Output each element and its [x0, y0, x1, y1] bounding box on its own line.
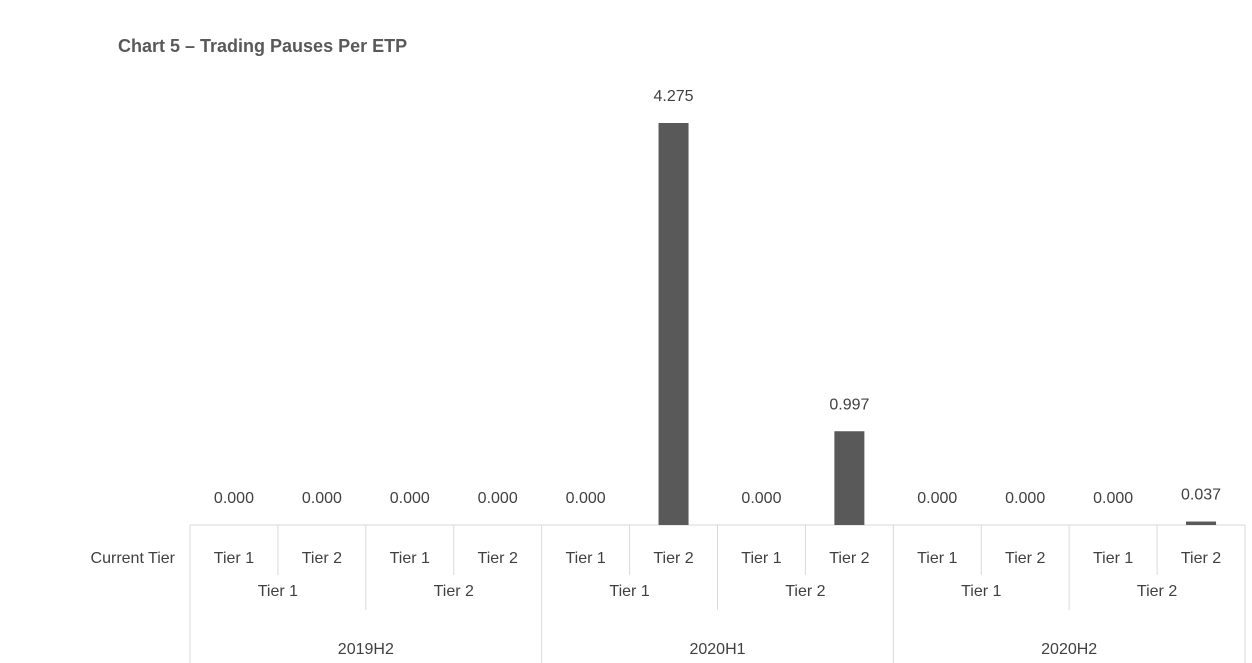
group-label: Tier 1 [961, 583, 1001, 600]
x-tick-label: Tier 1 [390, 550, 430, 567]
data-label: 0.037 [1181, 487, 1221, 504]
x-tick-label: Tier 1 [917, 550, 957, 567]
data-label: 0.000 [741, 490, 781, 507]
x-tick-label: Tier 2 [653, 550, 693, 567]
data-label: 0.000 [390, 490, 430, 507]
chart-title: Chart 5 – Trading Pauses Per ETP [118, 36, 407, 56]
bar [834, 431, 865, 525]
x-tick-label: Tier 2 [829, 550, 869, 567]
x-tick-label: Tier 2 [1005, 550, 1045, 567]
x-tick-label: Tier 2 [478, 550, 518, 567]
group-label: Tier 2 [785, 583, 825, 600]
group-label: Tier 1 [609, 583, 649, 600]
period-label: 2020H1 [689, 641, 745, 658]
x-tick-label: Tier 1 [741, 550, 781, 567]
data-label: 0.000 [214, 490, 254, 507]
data-label: 0.000 [1093, 490, 1133, 507]
x-tick-label: Tier 1 [1093, 550, 1133, 567]
data-label: 0.000 [302, 490, 342, 507]
data-label: 4.275 [654, 88, 694, 105]
bar [1186, 521, 1217, 525]
data-label: 0.000 [566, 490, 606, 507]
data-label: 0.000 [917, 490, 957, 507]
x-tick-label: Tier 2 [302, 550, 342, 567]
x-tick-label: Tier 1 [565, 550, 605, 567]
data-label: 0.000 [1005, 490, 1045, 507]
period-label: 2019H2 [338, 641, 394, 658]
group-label: Tier 1 [258, 583, 298, 600]
x-tick-label: Tier 2 [1181, 550, 1221, 567]
x-axis-label: Current Tier [91, 550, 176, 567]
group-label: Tier 2 [1137, 583, 1177, 600]
period-label: 2020H2 [1041, 641, 1097, 658]
bar [658, 123, 689, 525]
data-label: 0.000 [478, 490, 518, 507]
group-label: Tier 2 [434, 583, 474, 600]
x-tick-label: Tier 1 [214, 550, 254, 567]
data-label: 0.997 [829, 396, 869, 413]
